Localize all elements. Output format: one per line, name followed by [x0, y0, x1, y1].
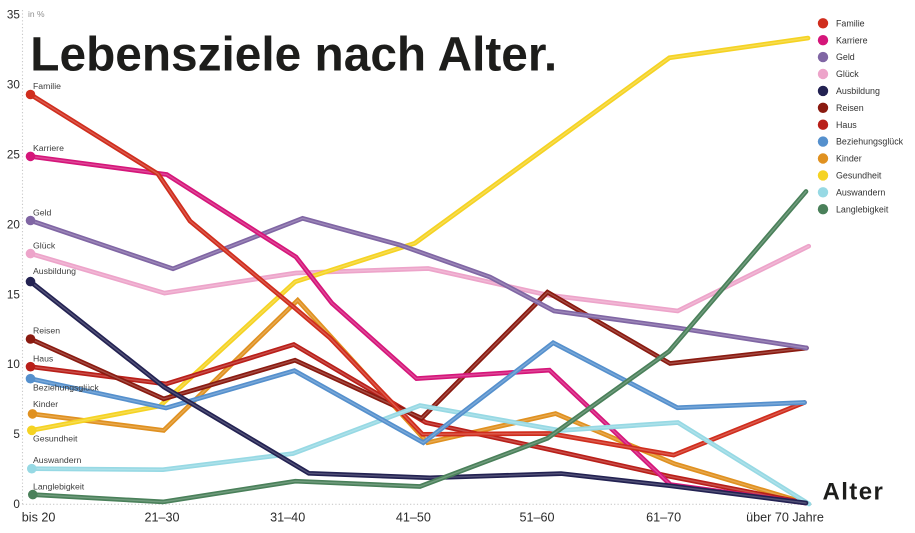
svg-text:Geld: Geld [33, 208, 52, 218]
svg-text:Auswandern: Auswandern [33, 455, 81, 465]
svg-text:Haus: Haus [836, 120, 857, 130]
svg-text:Geld: Geld [836, 52, 855, 62]
svg-text:Familie: Familie [836, 18, 865, 28]
svg-text:25: 25 [7, 149, 21, 162]
svg-text:Langlebigkeit: Langlebigkeit [836, 204, 889, 214]
svg-text:Haus: Haus [33, 354, 54, 364]
svg-text:Alter: Alter [823, 479, 885, 506]
svg-text:Langlebigkeit: Langlebigkeit [33, 482, 85, 492]
svg-text:31–40: 31–40 [270, 511, 305, 525]
svg-text:20: 20 [7, 218, 21, 231]
svg-text:Gesundheit: Gesundheit [836, 171, 882, 181]
svg-text:51–60: 51–60 [519, 511, 554, 525]
svg-text:15: 15 [7, 288, 21, 301]
svg-text:bis 20: bis 20 [22, 511, 56, 525]
svg-text:Beziehungsglück: Beziehungsglück [33, 383, 99, 393]
svg-text:Lebensziele nach Alter.: Lebensziele nach Alter. [30, 28, 557, 81]
svg-text:Auswandern: Auswandern [836, 187, 885, 197]
svg-text:Ausbildung: Ausbildung [836, 86, 880, 96]
svg-text:Karriere: Karriere [836, 35, 868, 45]
svg-text:Reisen: Reisen [33, 326, 60, 336]
svg-text:41–50: 41–50 [396, 511, 431, 525]
svg-text:61–70: 61–70 [646, 511, 681, 525]
svg-text:über 70 Jahre: über 70 Jahre [746, 511, 824, 525]
svg-text:Gesundheit: Gesundheit [33, 434, 78, 444]
svg-text:10: 10 [7, 358, 21, 371]
svg-text:Reisen: Reisen [836, 103, 864, 113]
svg-text:Kinder: Kinder [836, 154, 862, 164]
svg-text:21–30: 21–30 [144, 511, 179, 525]
svg-text:Familie: Familie [33, 81, 61, 91]
svg-text:Beziehungsglück: Beziehungsglück [836, 137, 904, 147]
svg-text:Karriere: Karriere [33, 143, 64, 153]
svg-text:Glück: Glück [33, 241, 56, 251]
svg-text:in %: in % [28, 9, 45, 19]
svg-text:30: 30 [7, 79, 21, 92]
svg-text:Kinder: Kinder [33, 399, 58, 409]
svg-text:35: 35 [7, 9, 21, 22]
svg-text:Glück: Glück [836, 69, 859, 79]
svg-text:5: 5 [13, 428, 20, 441]
svg-text:Ausbildung: Ausbildung [33, 266, 76, 276]
svg-text:0: 0 [13, 498, 20, 511]
